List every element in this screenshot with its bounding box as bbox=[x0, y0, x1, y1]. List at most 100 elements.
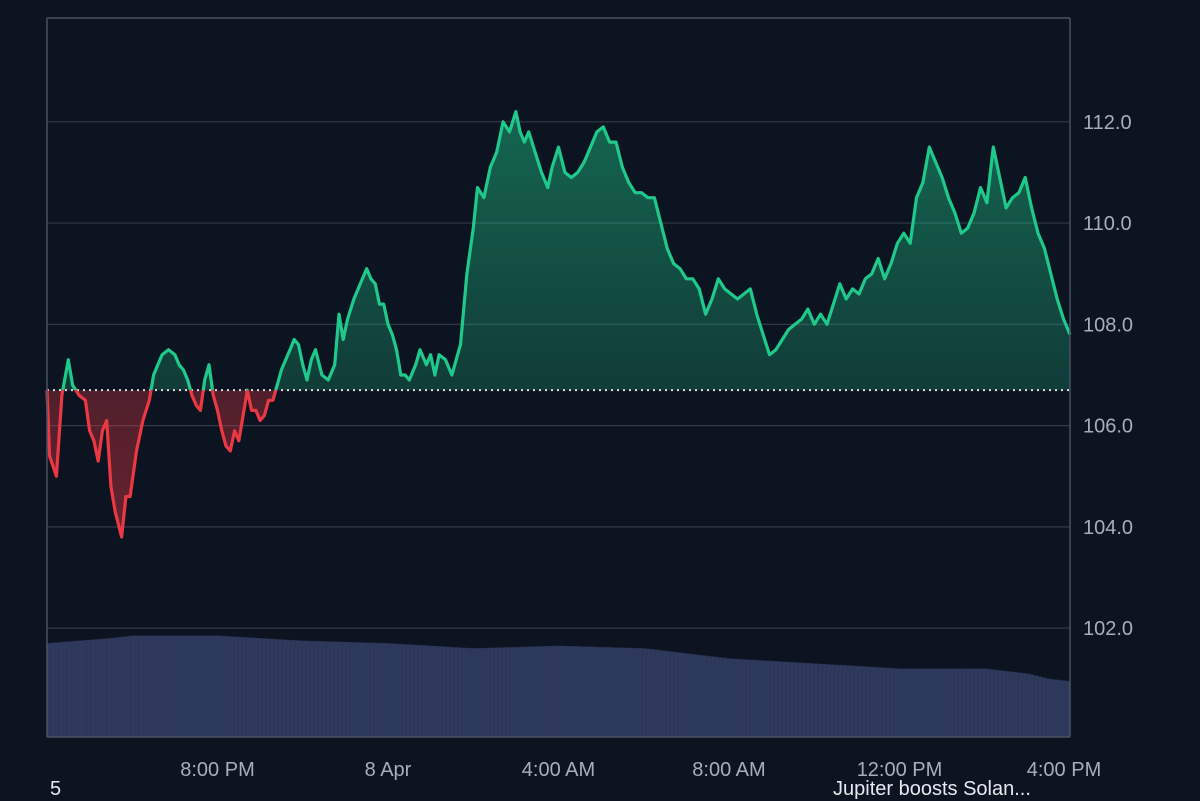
volume-bar bbox=[890, 668, 895, 738]
y-tick-label: 110.0 bbox=[1083, 213, 1132, 235]
volume-bar bbox=[902, 668, 907, 738]
price-line bbox=[45, 110, 1072, 539]
volume-bar bbox=[598, 646, 603, 738]
volume-bar bbox=[330, 641, 336, 738]
volume-bar bbox=[766, 660, 771, 738]
volume-bar bbox=[1033, 675, 1039, 738]
volume-bar bbox=[362, 642, 367, 738]
volume-bar bbox=[422, 645, 427, 738]
volume-bar bbox=[566, 646, 571, 738]
volume-bar bbox=[650, 649, 655, 738]
volume-bar bbox=[614, 647, 619, 738]
news-headline-link[interactable]: Jupiter boosts Solan... bbox=[833, 778, 1031, 800]
volume-bar bbox=[989, 669, 995, 738]
volume-bar bbox=[166, 635, 172, 738]
volume-bar bbox=[466, 647, 471, 738]
volume-bar bbox=[654, 649, 659, 738]
volume-bar bbox=[949, 668, 955, 738]
volume-bar bbox=[270, 638, 276, 738]
volume-bar bbox=[394, 643, 399, 738]
volume-bar bbox=[670, 651, 675, 738]
volume-bar bbox=[210, 635, 216, 738]
volume-bar bbox=[814, 663, 819, 738]
volume-bar bbox=[138, 635, 144, 738]
volume-bar bbox=[490, 647, 495, 738]
volume-bar bbox=[961, 668, 967, 738]
volume-bar bbox=[718, 657, 723, 738]
volume-bar bbox=[917, 668, 923, 738]
volume-bar bbox=[929, 668, 935, 738]
volume-bar bbox=[458, 647, 463, 738]
volume-bar bbox=[558, 645, 563, 738]
volume-bar bbox=[882, 667, 887, 738]
volume-bar bbox=[478, 648, 483, 738]
volume-bar bbox=[830, 664, 835, 738]
volume-bar bbox=[274, 639, 280, 738]
volume-bar bbox=[86, 639, 92, 738]
volume-bar bbox=[957, 668, 963, 738]
volume-bar bbox=[722, 657, 727, 738]
volume-bar bbox=[770, 660, 775, 738]
volume-bar bbox=[578, 646, 583, 738]
x-axis-ticks: 8:00 PM 8 Apr 4:00 AM 8:00 AM 12:00 PM 4:00 P… bbox=[180, 759, 1101, 781]
volume-bar bbox=[266, 638, 272, 738]
volume-bar bbox=[530, 646, 535, 738]
volume-bar bbox=[997, 670, 1003, 738]
volume-bar bbox=[822, 664, 827, 738]
volume-bar bbox=[442, 646, 447, 738]
volume-bar bbox=[498, 647, 503, 738]
volume-bar bbox=[1041, 677, 1047, 738]
volume-bar bbox=[610, 647, 615, 738]
volume-bar bbox=[886, 667, 891, 738]
y-tick-label: 112.0 bbox=[1083, 112, 1132, 134]
volume-bar bbox=[1049, 679, 1055, 738]
volume-bar bbox=[414, 644, 419, 738]
volume-bar bbox=[981, 668, 987, 738]
volume-bar bbox=[906, 668, 911, 738]
volume-bar bbox=[642, 648, 647, 738]
volume-bar bbox=[910, 668, 915, 738]
volume-bar bbox=[98, 638, 104, 738]
volume-bar bbox=[214, 635, 220, 738]
axes bbox=[46, 17, 1071, 738]
volume-bar bbox=[398, 643, 403, 738]
volume-bar bbox=[738, 659, 743, 738]
volume-bar bbox=[350, 642, 355, 738]
volume-bar bbox=[682, 653, 687, 738]
volume-bar bbox=[977, 668, 983, 738]
volume-bar bbox=[834, 664, 839, 738]
volume-bar bbox=[1017, 672, 1023, 738]
volume-bar bbox=[618, 647, 623, 738]
volume-bar bbox=[638, 648, 643, 738]
volume-bar bbox=[1005, 671, 1011, 738]
volume-bar bbox=[874, 667, 879, 738]
x-tick-label: 12:00 PM bbox=[857, 759, 943, 781]
volume-bar bbox=[730, 658, 735, 738]
volume-bar bbox=[118, 636, 124, 738]
volume-bar bbox=[810, 663, 815, 738]
volume-bar bbox=[78, 640, 84, 738]
x-tick-label: 8 Apr bbox=[365, 759, 412, 781]
volume-bar bbox=[194, 635, 200, 738]
volume-bar bbox=[154, 635, 160, 738]
volume-bar bbox=[150, 635, 156, 738]
volume-bar bbox=[842, 665, 847, 738]
volume-bar bbox=[170, 635, 176, 738]
volume-bar bbox=[662, 650, 667, 738]
volume-bar bbox=[306, 640, 312, 738]
volume-bar bbox=[714, 656, 719, 738]
volume-bar bbox=[774, 661, 779, 738]
volume-bar bbox=[114, 637, 120, 738]
volume-bar bbox=[686, 653, 691, 738]
volume-bar bbox=[322, 641, 328, 738]
volume-bar bbox=[933, 668, 939, 738]
volume-bar bbox=[246, 637, 252, 738]
volume-bar bbox=[921, 668, 927, 738]
volume-bar bbox=[298, 640, 304, 738]
volume-bar bbox=[370, 642, 375, 738]
volume-bar bbox=[162, 635, 168, 738]
volume-bar bbox=[550, 645, 555, 738]
volume-bar bbox=[646, 648, 651, 738]
volume-bar bbox=[254, 637, 260, 738]
volume-bar bbox=[494, 647, 499, 738]
